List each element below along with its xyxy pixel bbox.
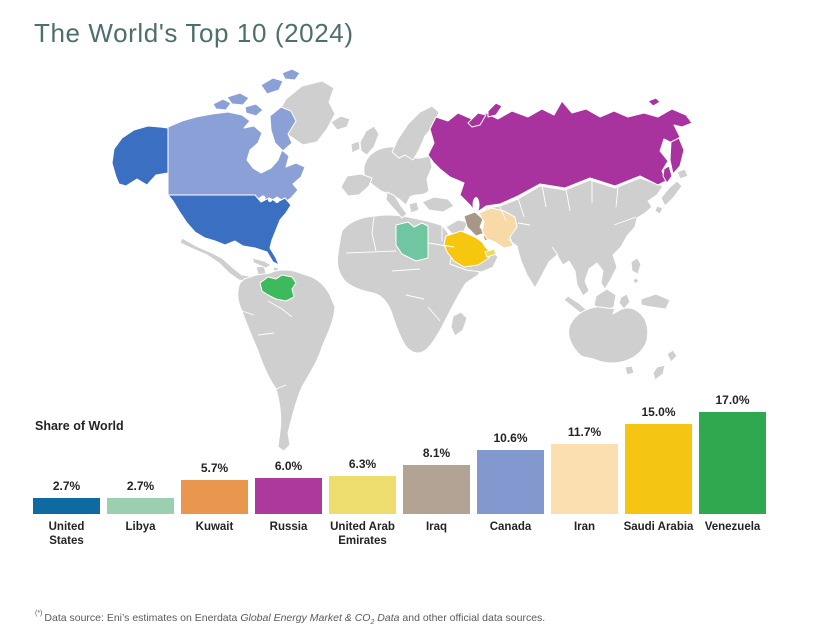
bar-category: Russia (269, 521, 308, 533)
bar (181, 479, 248, 514)
country-russia (427, 100, 693, 214)
bar-column-saudi-arabia: 15.0% Saudi Arabia (624, 405, 694, 553)
bar-value: 5.7% (200, 460, 229, 475)
bar-category: United Arab Emirates (330, 521, 395, 547)
bar-category: Iran (573, 521, 596, 533)
continent-asia (475, 168, 689, 332)
great-lakes (275, 199, 279, 203)
country-alaska-us (111, 125, 169, 187)
bar-column-united-arab-emirates: 6.3% United Arab Emirates (329, 457, 396, 553)
country-united-arab-emirates (484, 248, 497, 258)
great-lakes (260, 195, 266, 201)
bar-value: 10.6% (493, 431, 528, 446)
bar-value: 15.0% (641, 405, 676, 419)
chart-title: Share of World (35, 419, 124, 433)
bar-category: Saudi Arabia (623, 521, 694, 533)
bar (551, 443, 618, 514)
world-map (111, 68, 693, 452)
continent-south-america (237, 269, 336, 452)
bar (699, 412, 766, 514)
bar-value: 2.7% (52, 478, 81, 493)
bar-value: 6.3% (348, 457, 377, 472)
bar (33, 497, 100, 514)
bar-category: United States (48, 521, 85, 547)
bar (403, 465, 470, 514)
bar-column-iran: 11.7% Iran (551, 425, 618, 553)
bar-value: 17.0% (715, 393, 750, 407)
bar-category: Libya (125, 521, 156, 533)
continent-europe (330, 105, 455, 219)
bar-column-canada: 10.6% Canada (477, 431, 544, 553)
bar-category: Canada (489, 521, 532, 533)
bar-column-venezuela: 17.0% Venezuela (699, 393, 766, 553)
bar-value: 8.1% (422, 446, 451, 461)
bar (477, 450, 544, 514)
country-canada-islands (212, 68, 301, 152)
country-iran (478, 207, 518, 249)
country-borders (241, 179, 637, 390)
bar (107, 497, 174, 514)
continent-oceania (568, 306, 678, 381)
bar-column-united-states: 2.7% United States (33, 479, 100, 553)
great-lakes (268, 198, 272, 202)
page-title: The World's Top 10 (2024) (34, 18, 354, 48)
bar-value: 11.7% (567, 424, 602, 439)
country-saudi-arabia (443, 230, 492, 268)
bar-chart: 2.7% United States 2.7% Libya 5.7% Kuwait… (33, 393, 766, 553)
footnote: (*) Data source: Eni’s estimates on Enerd… (35, 609, 546, 626)
bar-column-kuwait: 5.7% Kuwait (181, 461, 248, 553)
bar-category: Kuwait (195, 521, 234, 533)
footnote-marker: (*) (35, 609, 43, 617)
bar-value: 6.0% (274, 459, 303, 473)
caspian-sea (472, 197, 480, 213)
bar-category: Iraq (425, 521, 448, 533)
bar (625, 424, 692, 514)
bar (329, 476, 396, 514)
country-libya (395, 221, 429, 262)
country-united-states (167, 194, 292, 266)
country-venezuela (259, 274, 297, 302)
bar (255, 478, 322, 514)
bar-category: Venezuela (704, 521, 761, 533)
bar-value: 2.7% (126, 478, 155, 493)
bar-column-libya: 2.7% Libya (107, 479, 174, 553)
bar-column-russia: 6.0% Russia (255, 459, 322, 553)
country-russia-islands (467, 97, 685, 184)
bar-column-iraq: 8.1% Iraq (403, 446, 470, 553)
